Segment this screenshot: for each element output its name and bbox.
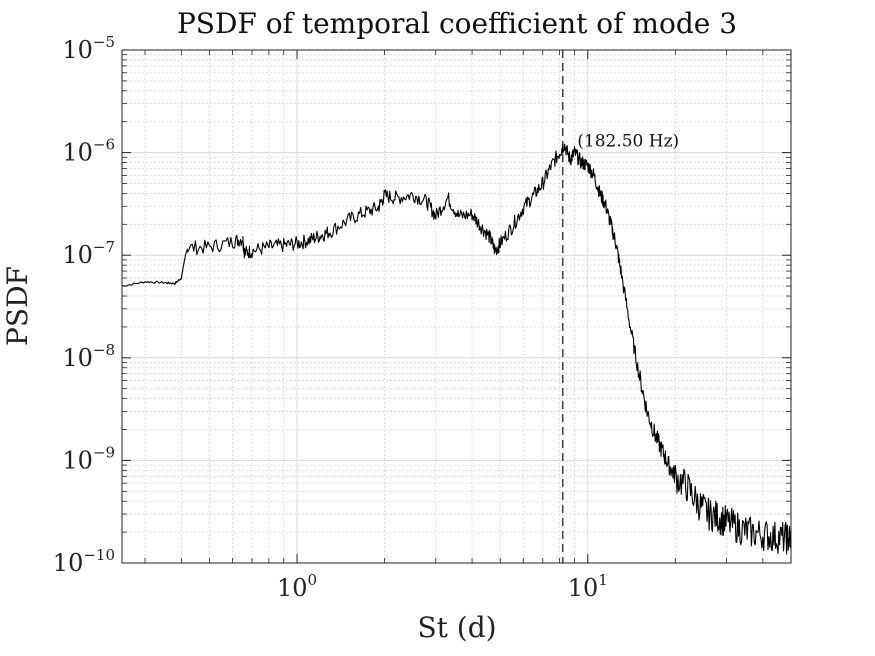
y-tick-label: 10−6 [62, 136, 115, 167]
y-tick-label: 10−5 [62, 33, 115, 64]
y-tick-label: 10−8 [62, 341, 115, 372]
y-tick-label: 10−10 [53, 546, 115, 577]
chart-title: PSDF of temporal coefficient of mode 3 [177, 7, 737, 40]
plot-series [121, 50, 792, 563]
x-tick-label: 100 [277, 571, 317, 602]
x-axis-label: St (d) [417, 611, 496, 644]
y-tick-label: 10−9 [62, 443, 115, 474]
y-axis-label: PSDF [1, 266, 34, 346]
x-tick-label: 101 [568, 571, 608, 602]
y-tick-label: 10−7 [62, 238, 115, 269]
ticks: 100 101 10−10 10−9 10−8 10−7 10−6 10−5 [53, 33, 791, 602]
psdf-series-line [121, 143, 792, 555]
axes-box [121, 49, 792, 564]
peak-frequency-annotation: (182.50 Hz) [577, 131, 679, 151]
